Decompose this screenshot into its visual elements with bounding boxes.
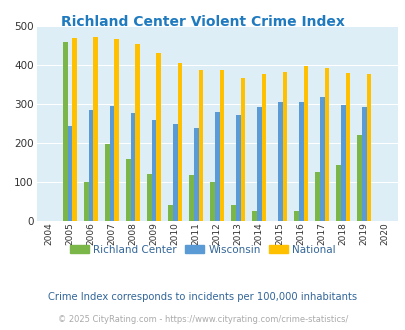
Bar [135, 44, 140, 221]
Bar [366, 74, 370, 221]
Bar [345, 73, 350, 221]
Bar [319, 97, 324, 221]
Bar [114, 39, 119, 221]
Bar [173, 124, 177, 221]
Bar [151, 120, 156, 221]
Text: Crime Index corresponds to incidents per 100,000 inhabitants: Crime Index corresponds to incidents per… [48, 292, 357, 302]
Bar [84, 182, 89, 221]
Bar [261, 74, 266, 221]
Text: Richland Center Violent Crime Index: Richland Center Violent Crime Index [61, 15, 344, 29]
Bar [126, 159, 130, 221]
Text: © 2025 CityRating.com - https://www.cityrating.com/crime-statistics/: © 2025 CityRating.com - https://www.city… [58, 315, 347, 324]
Bar [210, 182, 214, 221]
Bar [93, 37, 98, 221]
Legend: Richland Center, Wisconsin, National: Richland Center, Wisconsin, National [66, 241, 339, 259]
Bar [68, 126, 72, 221]
Bar [231, 205, 235, 221]
Bar [298, 102, 303, 221]
Bar [235, 115, 240, 221]
Bar [282, 72, 286, 221]
Bar [361, 107, 366, 221]
Bar [277, 102, 282, 221]
Bar [335, 165, 340, 221]
Bar [252, 212, 256, 221]
Bar [156, 53, 161, 221]
Bar [256, 107, 261, 221]
Bar [63, 42, 68, 221]
Bar [177, 63, 182, 221]
Bar [240, 78, 245, 221]
Bar [189, 175, 194, 221]
Bar [72, 38, 77, 221]
Bar [294, 212, 298, 221]
Bar [194, 128, 198, 221]
Bar [303, 66, 307, 221]
Bar [168, 205, 173, 221]
Bar [147, 174, 151, 221]
Bar [219, 70, 224, 221]
Bar [214, 112, 219, 221]
Bar [315, 172, 319, 221]
Bar [130, 113, 135, 221]
Bar [356, 135, 361, 221]
Bar [340, 105, 345, 221]
Bar [198, 70, 202, 221]
Bar [110, 106, 114, 221]
Bar [89, 110, 93, 221]
Bar [105, 145, 110, 221]
Bar [324, 68, 328, 221]
